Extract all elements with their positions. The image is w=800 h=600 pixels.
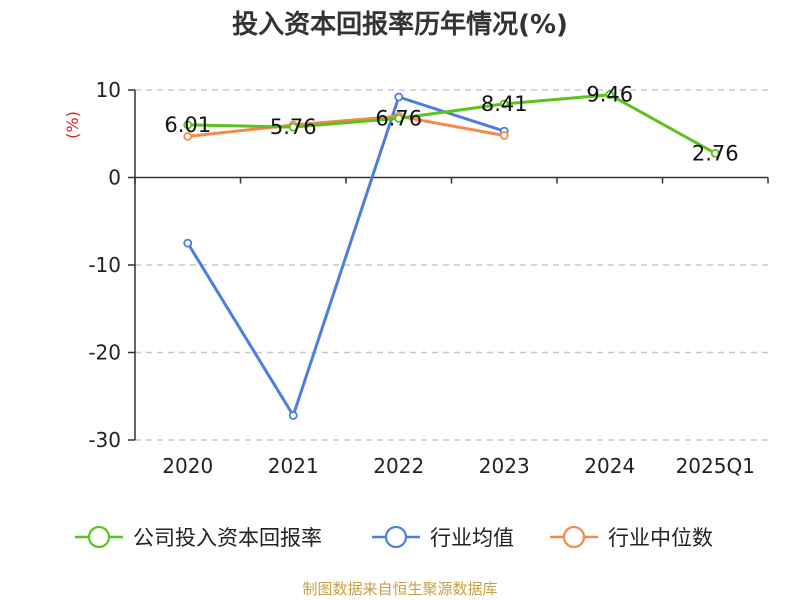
y-axis-unit: (%): [63, 111, 82, 139]
data-point: [395, 94, 402, 101]
data-point: [290, 412, 297, 419]
y-tick-label: -30: [88, 428, 121, 452]
gridlines: [135, 90, 768, 440]
legend-label: 公司投入资本回报率: [133, 526, 322, 550]
legend: 公司投入资本回报率 行业均值 行业中位数: [75, 526, 713, 550]
legend-marker-icon: [386, 527, 406, 547]
x-tick-label: 2022: [373, 454, 424, 478]
legend-marker-icon: [89, 527, 109, 547]
data-label: 5.76: [270, 115, 317, 139]
y-tick-label: -10: [88, 253, 121, 277]
x-tick-label: 2021: [268, 454, 319, 478]
y-tick-label: -20: [88, 341, 121, 365]
data-label: 6.01: [164, 113, 211, 137]
data-label: 2.76: [692, 141, 739, 165]
x-tick-label: 2025Q1: [676, 454, 755, 478]
data-labels: 6.01 5.76 6.76 8.41 9.46 2.76: [164, 83, 738, 166]
x-tick-label: 2023: [479, 454, 530, 478]
x-tick-label: 2020: [162, 454, 213, 478]
y-tick-label: 0: [108, 166, 121, 190]
legend-label: 行业均值: [430, 526, 514, 550]
series-line-1: [188, 97, 505, 416]
y-tick-label: 10: [96, 78, 121, 102]
legend-item-2[interactable]: 行业中位数: [550, 526, 713, 550]
x-tick-label: 2024: [584, 454, 635, 478]
legend-marker-icon: [564, 527, 584, 547]
legend-label: 行业中位数: [608, 526, 713, 550]
legend-item-0[interactable]: 公司投入资本回报率: [75, 526, 322, 550]
series-line-0: [188, 95, 716, 154]
series-lines: [184, 91, 719, 419]
data-point: [501, 132, 508, 139]
data-point: [184, 240, 191, 247]
data-label: 9.46: [586, 83, 633, 107]
source-note: 制图数据来自恒生聚源数据库: [302, 580, 497, 598]
data-label: 8.41: [481, 92, 528, 116]
chart-title: 投入资本回报率历年情况(%): [232, 9, 568, 40]
data-label: 6.76: [375, 106, 422, 130]
legend-item-1[interactable]: 行业均值: [372, 526, 514, 550]
